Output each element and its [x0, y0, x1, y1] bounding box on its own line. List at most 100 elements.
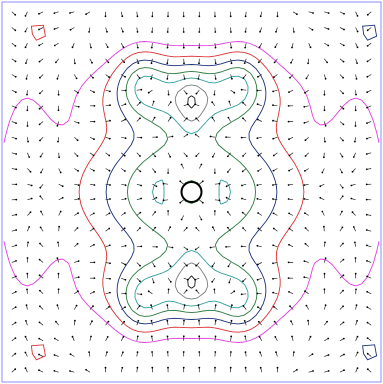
field-arrow [121, 89, 127, 92]
field-arrow [211, 226, 216, 232]
field-arrow [304, 212, 309, 216]
field-arrow [179, 199, 184, 204]
field-arrow [58, 183, 64, 188]
field-arrow [339, 195, 344, 201]
field-arrow [168, 135, 174, 138]
field-arrow [38, 42, 44, 47]
field-arrow [167, 101, 172, 107]
field-arrow [214, 58, 217, 65]
field-arrow [365, 198, 372, 201]
field-arrow [209, 135, 215, 138]
field-arrow [89, 227, 95, 232]
field-arrow [287, 120, 294, 123]
field-arrow [230, 290, 236, 295]
field-arrow [256, 136, 262, 140]
field-arrow [303, 183, 309, 187]
field-arrow [27, 152, 31, 158]
field-arrow [121, 118, 127, 122]
field-arrow [213, 288, 216, 294]
field-arrow [105, 136, 111, 140]
field-arrow [167, 116, 172, 122]
field-arrow [136, 27, 139, 33]
field-arrow [214, 74, 217, 80]
field-arrow [73, 58, 76, 65]
field-arrow [305, 74, 310, 80]
field-arrow [151, 27, 154, 33]
field-arrow [197, 74, 200, 80]
field-arrow [168, 246, 174, 249]
field-arrow [355, 335, 359, 341]
field-arrow [198, 351, 201, 357]
field-arrow [194, 277, 200, 281]
field-arrow [166, 319, 169, 326]
field-arrow [256, 118, 262, 122]
field-arrow [272, 212, 278, 216]
field-arrow [121, 183, 127, 187]
field-arrow [323, 152, 325, 159]
field-arrow [69, 27, 75, 31]
field-arrow [272, 227, 278, 232]
field-arrow [243, 320, 247, 326]
contour-line-5 [134, 75, 249, 309]
field-arrow [121, 262, 127, 266]
field-arrow [38, 274, 44, 279]
field-arrow [136, 43, 139, 49]
field-arrow [136, 293, 143, 296]
field-arrow [323, 304, 327, 310]
field-arrow [366, 58, 372, 63]
field-arrow [40, 210, 44, 216]
field-arrow [11, 136, 17, 140]
field-arrow [85, 11, 91, 16]
field-arrow [276, 366, 279, 373]
field-arrow [227, 262, 231, 268]
field-arrow [324, 58, 328, 64]
field-arrow [136, 168, 142, 173]
field-arrow [183, 58, 185, 65]
field-arrow [339, 168, 343, 174]
field-arrow [366, 136, 372, 140]
field-arrow [120, 11, 124, 18]
field-arrow [121, 212, 126, 216]
field-arrow [24, 11, 28, 17]
field-arrow [38, 27, 44, 31]
field-arrow [121, 244, 127, 248]
field-arrow [38, 11, 44, 15]
field-arrow [225, 136, 231, 139]
field-arrow [242, 117, 247, 122]
field-arrow [26, 105, 29, 112]
field-arrow [74, 89, 79, 94]
field-arrow [11, 152, 18, 155]
field-arrow [366, 260, 372, 263]
field-arrow [355, 320, 358, 326]
field-arrow [242, 262, 247, 267]
field-arrow [152, 226, 157, 232]
field-arrow [195, 227, 200, 232]
field-arrow [152, 152, 157, 158]
field-arrow [230, 43, 233, 49]
field-arrow [11, 337, 17, 342]
field-arrow [292, 351, 295, 357]
field-arrow [183, 133, 189, 138]
field-arrow [195, 117, 200, 122]
field-arrow [194, 103, 200, 107]
field-arrow [73, 304, 78, 310]
field-arrow [39, 74, 44, 79]
field-arrow [339, 353, 345, 357]
field-arrow [25, 74, 28, 80]
field-arrow [74, 290, 79, 295]
field-arrow [151, 351, 154, 357]
field-arrow [166, 304, 169, 310]
field-arrow [307, 319, 310, 326]
field-arrow [136, 320, 140, 326]
field-arrow [105, 198, 111, 201]
field-arrow [24, 367, 28, 373]
field-arrow [27, 211, 32, 216]
field-arrow [308, 335, 312, 341]
field-arrow [214, 199, 221, 202]
field-arrow [276, 11, 279, 18]
field-arrow [89, 168, 95, 172]
field-arrow [89, 261, 96, 264]
field-arrow [339, 11, 345, 15]
field-arrow [74, 260, 80, 263]
field-arrow [225, 196, 231, 201]
